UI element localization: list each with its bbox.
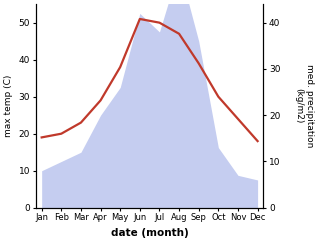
- Y-axis label: med. precipitation
(kg/m2): med. precipitation (kg/m2): [294, 64, 314, 148]
- Y-axis label: max temp (C): max temp (C): [4, 75, 13, 137]
- X-axis label: date (month): date (month): [111, 228, 189, 238]
